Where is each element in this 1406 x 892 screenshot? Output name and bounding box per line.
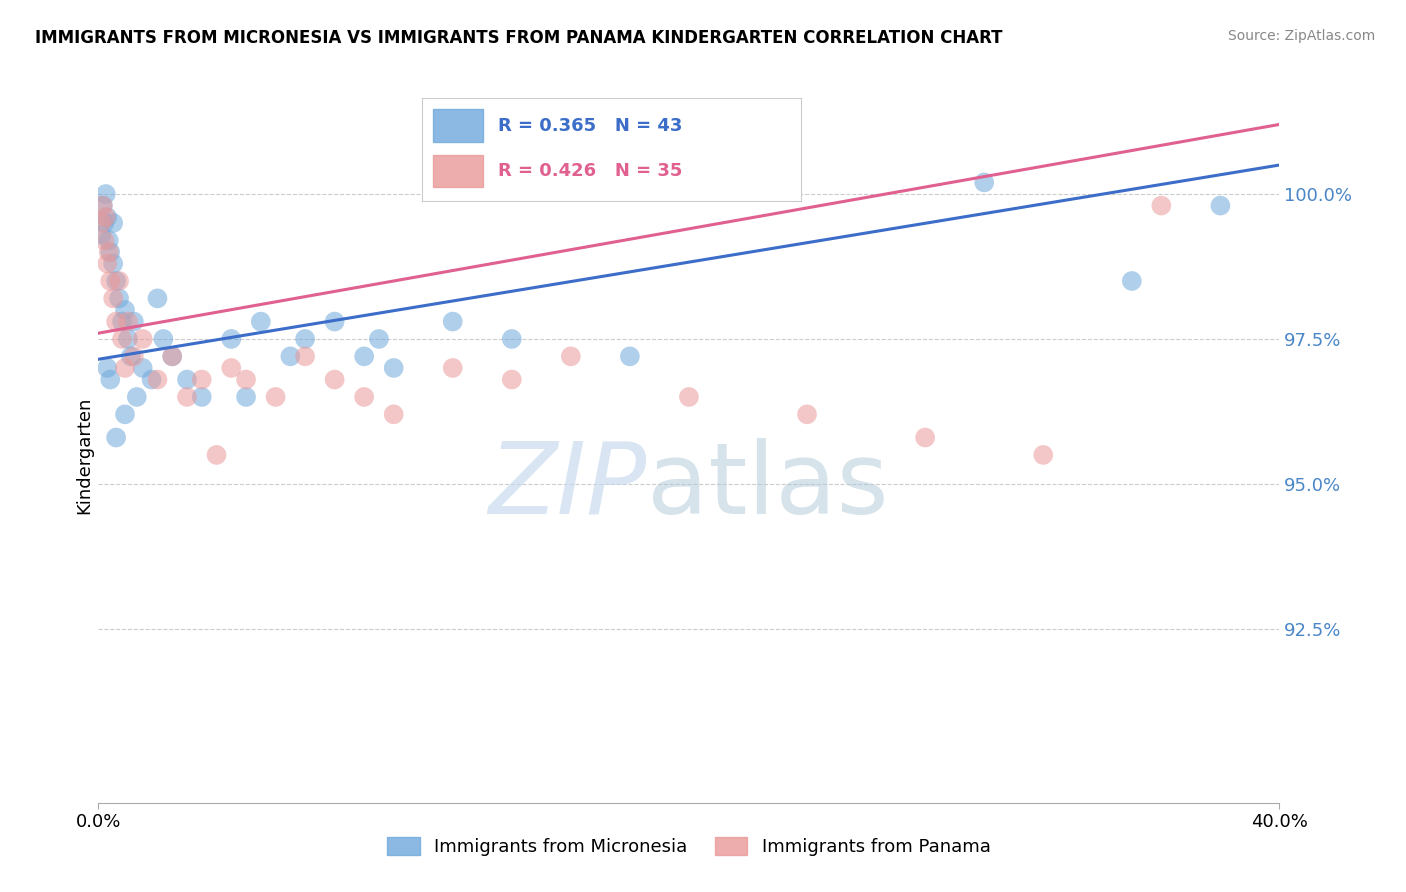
Point — [176, 373, 198, 387]
Point — [914, 431, 936, 445]
Point — [141, 373, 163, 387]
Point — [96, 211, 118, 225]
Point — [97, 245, 120, 260]
Point — [219, 361, 243, 376]
Point — [294, 350, 316, 364]
Point — [1121, 274, 1143, 288]
Point — [323, 315, 346, 329]
Point — [98, 373, 121, 387]
Point — [114, 303, 136, 318]
Point — [132, 332, 155, 346]
Point — [111, 332, 134, 346]
Y-axis label: Kindergarten: Kindergarten — [75, 396, 93, 514]
Point — [678, 390, 700, 404]
Bar — [433, 154, 482, 187]
Point — [191, 390, 214, 404]
Point — [294, 332, 316, 346]
Point — [235, 373, 257, 387]
Point — [1032, 448, 1054, 462]
Point — [619, 350, 641, 364]
Point — [117, 315, 139, 329]
Text: IMMIGRANTS FROM MICRONESIA VS IMMIGRANTS FROM PANAMA KINDERGARTEN CORRELATION CH: IMMIGRANTS FROM MICRONESIA VS IMMIGRANTS… — [35, 29, 1002, 46]
Point — [1209, 199, 1232, 213]
Point — [105, 274, 128, 288]
Point — [93, 216, 115, 230]
Point — [94, 211, 117, 225]
Point — [108, 274, 131, 288]
Point — [98, 274, 121, 288]
Point — [105, 315, 128, 329]
Point — [117, 332, 139, 346]
Point — [120, 350, 142, 364]
Point — [323, 373, 346, 387]
Point — [98, 245, 121, 260]
Point — [382, 408, 405, 422]
Point — [90, 216, 112, 230]
Point — [94, 187, 117, 202]
Point — [219, 332, 243, 346]
Point — [560, 350, 582, 364]
Text: Source: ZipAtlas.com: Source: ZipAtlas.com — [1227, 29, 1375, 43]
Point — [353, 390, 375, 404]
Legend: Immigrants from Micronesia, Immigrants from Panama: Immigrants from Micronesia, Immigrants f… — [380, 830, 998, 863]
Point — [353, 350, 375, 364]
Point — [146, 292, 169, 306]
Point — [796, 408, 818, 422]
Point — [114, 361, 136, 376]
Text: R = 0.365   N = 43: R = 0.365 N = 43 — [498, 117, 682, 135]
Point — [103, 257, 125, 271]
Text: atlas: atlas — [647, 438, 889, 534]
Point — [122, 315, 145, 329]
Point — [176, 390, 198, 404]
Point — [162, 350, 183, 364]
Point — [205, 448, 228, 462]
Point — [96, 361, 118, 376]
Point — [235, 390, 257, 404]
Point — [97, 234, 120, 248]
Point — [501, 332, 523, 346]
Point — [1150, 199, 1173, 213]
Bar — [433, 110, 482, 142]
Point — [250, 315, 273, 329]
Point — [973, 176, 995, 190]
Point — [146, 373, 169, 387]
Point — [368, 332, 391, 346]
Point — [382, 361, 405, 376]
Point — [105, 431, 128, 445]
Point — [132, 361, 155, 376]
Point — [91, 199, 114, 213]
Point — [108, 292, 131, 306]
Point — [103, 292, 125, 306]
Point — [441, 315, 464, 329]
Point — [162, 350, 183, 364]
Point — [91, 199, 114, 213]
Point — [125, 390, 148, 404]
Point — [152, 332, 174, 346]
Point — [103, 216, 125, 230]
Point — [264, 390, 287, 404]
Point — [93, 234, 115, 248]
Point — [191, 373, 214, 387]
Point — [122, 350, 145, 364]
Point — [90, 227, 112, 242]
Point — [278, 350, 302, 364]
Point — [96, 257, 118, 271]
Point — [111, 315, 134, 329]
Point — [501, 373, 523, 387]
Point — [114, 408, 136, 422]
Text: R = 0.426   N = 35: R = 0.426 N = 35 — [498, 162, 682, 180]
Text: ZIP: ZIP — [488, 438, 647, 534]
Point — [441, 361, 464, 376]
